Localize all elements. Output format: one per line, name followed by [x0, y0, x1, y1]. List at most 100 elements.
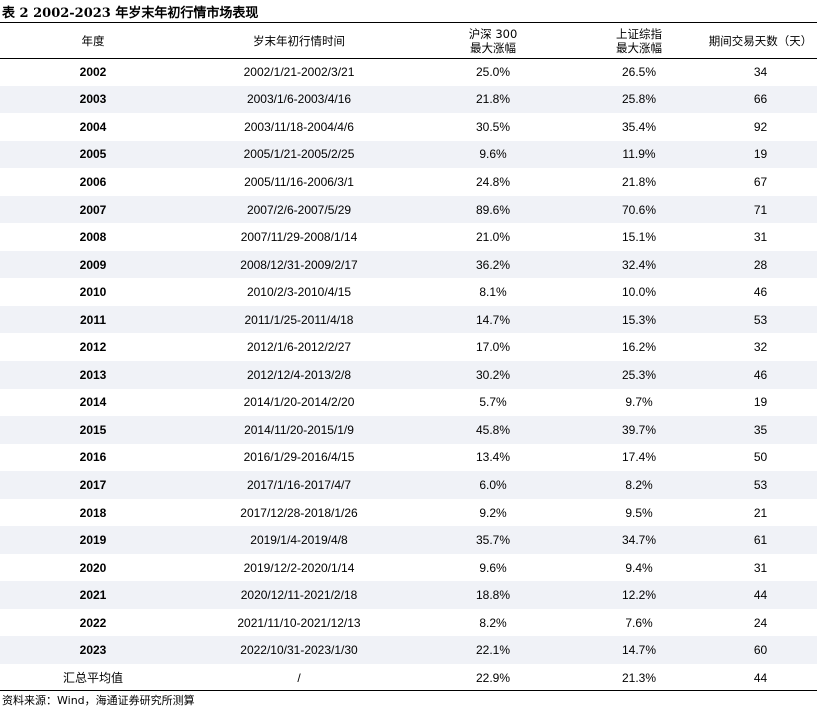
cell-period: / — [297, 670, 301, 685]
table-row: 2002 2002/1/21-2002/3/21 25.0% 26.5% 34 — [0, 58, 817, 86]
cell-period: 2007/2/6-2007/5/29 — [246, 202, 352, 217]
cell-year: 2009 — [79, 257, 107, 272]
cell-sse-gain: 34.7% — [621, 533, 657, 548]
cell-year: 2002 — [79, 64, 107, 79]
cell-sse-gain: 35.4% — [621, 119, 657, 134]
cell-sse-gain: 9.4% — [625, 560, 653, 575]
cell-days: 19 — [753, 395, 768, 410]
cell-days: 61 — [753, 533, 768, 548]
table-row: 2021 2020/12/11-2021/2/18 18.8% 12.2% 44 — [0, 581, 817, 609]
cell-hs300-gain: 6.0% — [479, 477, 507, 492]
cell-sse-gain: 11.9% — [622, 147, 656, 162]
cell-sse-gain: 32.4% — [621, 257, 657, 272]
cell-days: 60 — [753, 643, 768, 658]
table-row: 2005 2005/1/21-2005/2/25 9.6% 11.9% 19 — [0, 140, 817, 169]
cell-sse-gain: 26.5% — [621, 64, 657, 79]
cell-sse-gain: 9.7% — [625, 395, 653, 410]
cell-period: 2014/1/20-2014/2/20 — [243, 395, 355, 410]
cell-days: 34 — [753, 64, 768, 79]
cell-year: 2012 — [79, 340, 107, 355]
cell-days: 44 — [753, 588, 768, 603]
cell-hs300-gain: 24.8% — [475, 174, 511, 189]
source-note: 资料来源：Wind，海通证券研究所测算 — [2, 694, 195, 707]
cell-days: 28 — [753, 257, 768, 272]
cell-days: 53 — [753, 477, 768, 492]
cell-hs300-gain: 30.5% — [475, 119, 511, 134]
cell-days: 24 — [753, 615, 768, 630]
cell-period: 2020/12/11-2021/2/18 — [240, 588, 358, 603]
cell-period: 2019/1/4-2019/4/8 — [250, 533, 348, 548]
header-year: 年度 — [81, 33, 105, 48]
cell-days: 35 — [753, 422, 768, 437]
cell-hs300-gain: 30.2% — [475, 367, 511, 382]
cell-period: 2005/11/16-2006/3/1 — [244, 174, 354, 189]
cell-period: 2011/1/25-2011/4/18 — [244, 312, 354, 327]
cell-period: 2012/1/6-2012/2/27 — [246, 340, 352, 355]
table-row: 2012 2012/1/6-2012/2/27 17.0% 16.2% 32 — [0, 333, 817, 361]
cell-days: 46 — [753, 367, 768, 382]
cell-period: 2002/1/21-2002/3/21 — [243, 64, 355, 79]
table-row: 2003 2003/1/6-2003/4/16 21.8% 25.8% 66 — [0, 85, 817, 114]
table-row: 2022 2021/11/10-2021/12/13 8.2% 7.6% 24 — [0, 609, 817, 637]
cell-days: 44 — [753, 670, 768, 685]
table-row: 2008 2007/11/29-2008/1/14 21.0% 15.1% 31 — [0, 223, 817, 251]
cell-year: 2006 — [79, 174, 107, 189]
cell-days: 46 — [753, 285, 768, 300]
cell-period: 2017/1/16-2017/4/7 — [246, 477, 352, 492]
cell-sse-gain: 15.1% — [621, 230, 657, 245]
header-period: 岁末年初行情时间 — [253, 33, 345, 48]
cell-period: 2012/12/4-2013/2/8 — [246, 367, 352, 382]
table-row: 2007 2007/2/6-2007/5/29 89.6% 70.6% 71 — [0, 195, 817, 224]
table-row: 2023 2022/10/31-2023/1/30 22.1% 14.7% 60 — [0, 636, 817, 665]
cell-year: 2005 — [79, 147, 107, 162]
cell-days: 92 — [753, 119, 768, 134]
cell-hs300-gain: 9.6% — [479, 560, 507, 575]
cell-sse-gain: 10.0% — [621, 285, 657, 300]
cell-sse-gain: 16.2% — [621, 340, 657, 355]
cell-sse-gain: 39.7% — [621, 422, 657, 437]
cell-days: 53 — [753, 312, 768, 327]
cell-period: 2022/10/31-2023/1/30 — [240, 643, 358, 658]
cell-hs300-gain: 9.6% — [479, 147, 507, 162]
header-rule — [0, 58, 817, 59]
cell-days: 19 — [753, 147, 768, 162]
cell-days: 66 — [753, 92, 768, 107]
cell-year: 2020 — [79, 560, 107, 575]
table-title: 表 2 2002-2023 年岁末年初行情市场表现 — [2, 6, 259, 21]
table-row: 2010 2010/2/3-2010/4/15 8.1% 10.0% 46 — [0, 278, 817, 306]
cell-period: 2010/2/3-2010/4/15 — [246, 285, 352, 300]
table-body: 2002 2002/1/21-2002/3/21 25.0% 26.5% 34 2003 2… — [0, 58, 817, 692]
table-row: 2020 2019/12/2-2020/1/14 9.6% 9.4% 31 — [0, 554, 817, 582]
cell-hs300-gain: 21.8% — [475, 92, 511, 107]
cell-sse-gain: 12.2% — [621, 588, 657, 603]
table-row: 2018 2017/12/28-2018/1/26 9.2% 9.5% 21 — [0, 499, 817, 527]
table-row: 2013 2012/12/4-2013/2/8 30.2% 25.3% 46 — [0, 361, 817, 389]
header-sse-line2: 最大涨幅 — [616, 40, 662, 55]
cell-days: 67 — [753, 174, 768, 189]
table-row: 2006 2005/11/16-2006/3/1 24.8% 21.8% 67 — [0, 168, 817, 196]
cell-year: 2007 — [79, 202, 107, 217]
cell-hs300-gain: 89.6% — [475, 202, 511, 217]
cell-year: 2013 — [79, 367, 107, 382]
cell-year: 2019 — [79, 533, 107, 548]
cell-sse-gain: 7.6% — [625, 615, 653, 630]
cell-period: 2005/1/21-2005/2/25 — [243, 147, 355, 162]
header-hs300-line1: 沪深 300 — [468, 26, 518, 41]
cell-sse-gain: 14.7% — [621, 643, 657, 658]
header-sse: 上证综指 最大涨幅 — [574, 27, 704, 55]
cell-hs300-gain: 22.9% — [475, 670, 511, 685]
table-row: 2004 2003/11/18-2004/4/6 30.5% 35.4% 92 — [0, 113, 817, 141]
cell-period: 2014/11/20-2015/1/9 — [244, 422, 354, 437]
cell-year: 2015 — [79, 422, 107, 437]
cell-sse-gain: 21.3% — [621, 670, 657, 685]
cell-hs300-gain: 13.4% — [475, 450, 511, 465]
cell-year: 汇总平均值 — [62, 671, 123, 686]
cell-year: 2017 — [79, 477, 107, 492]
cell-days: 50 — [753, 450, 768, 465]
top-rule — [0, 22, 817, 23]
cell-hs300-gain: 21.0% — [475, 230, 511, 245]
cell-sse-gain: 25.8% — [621, 92, 657, 107]
cell-year: 2008 — [79, 230, 107, 245]
cell-hs300-gain: 25.0% — [475, 64, 511, 79]
cell-sse-gain: 17.4% — [621, 450, 657, 465]
